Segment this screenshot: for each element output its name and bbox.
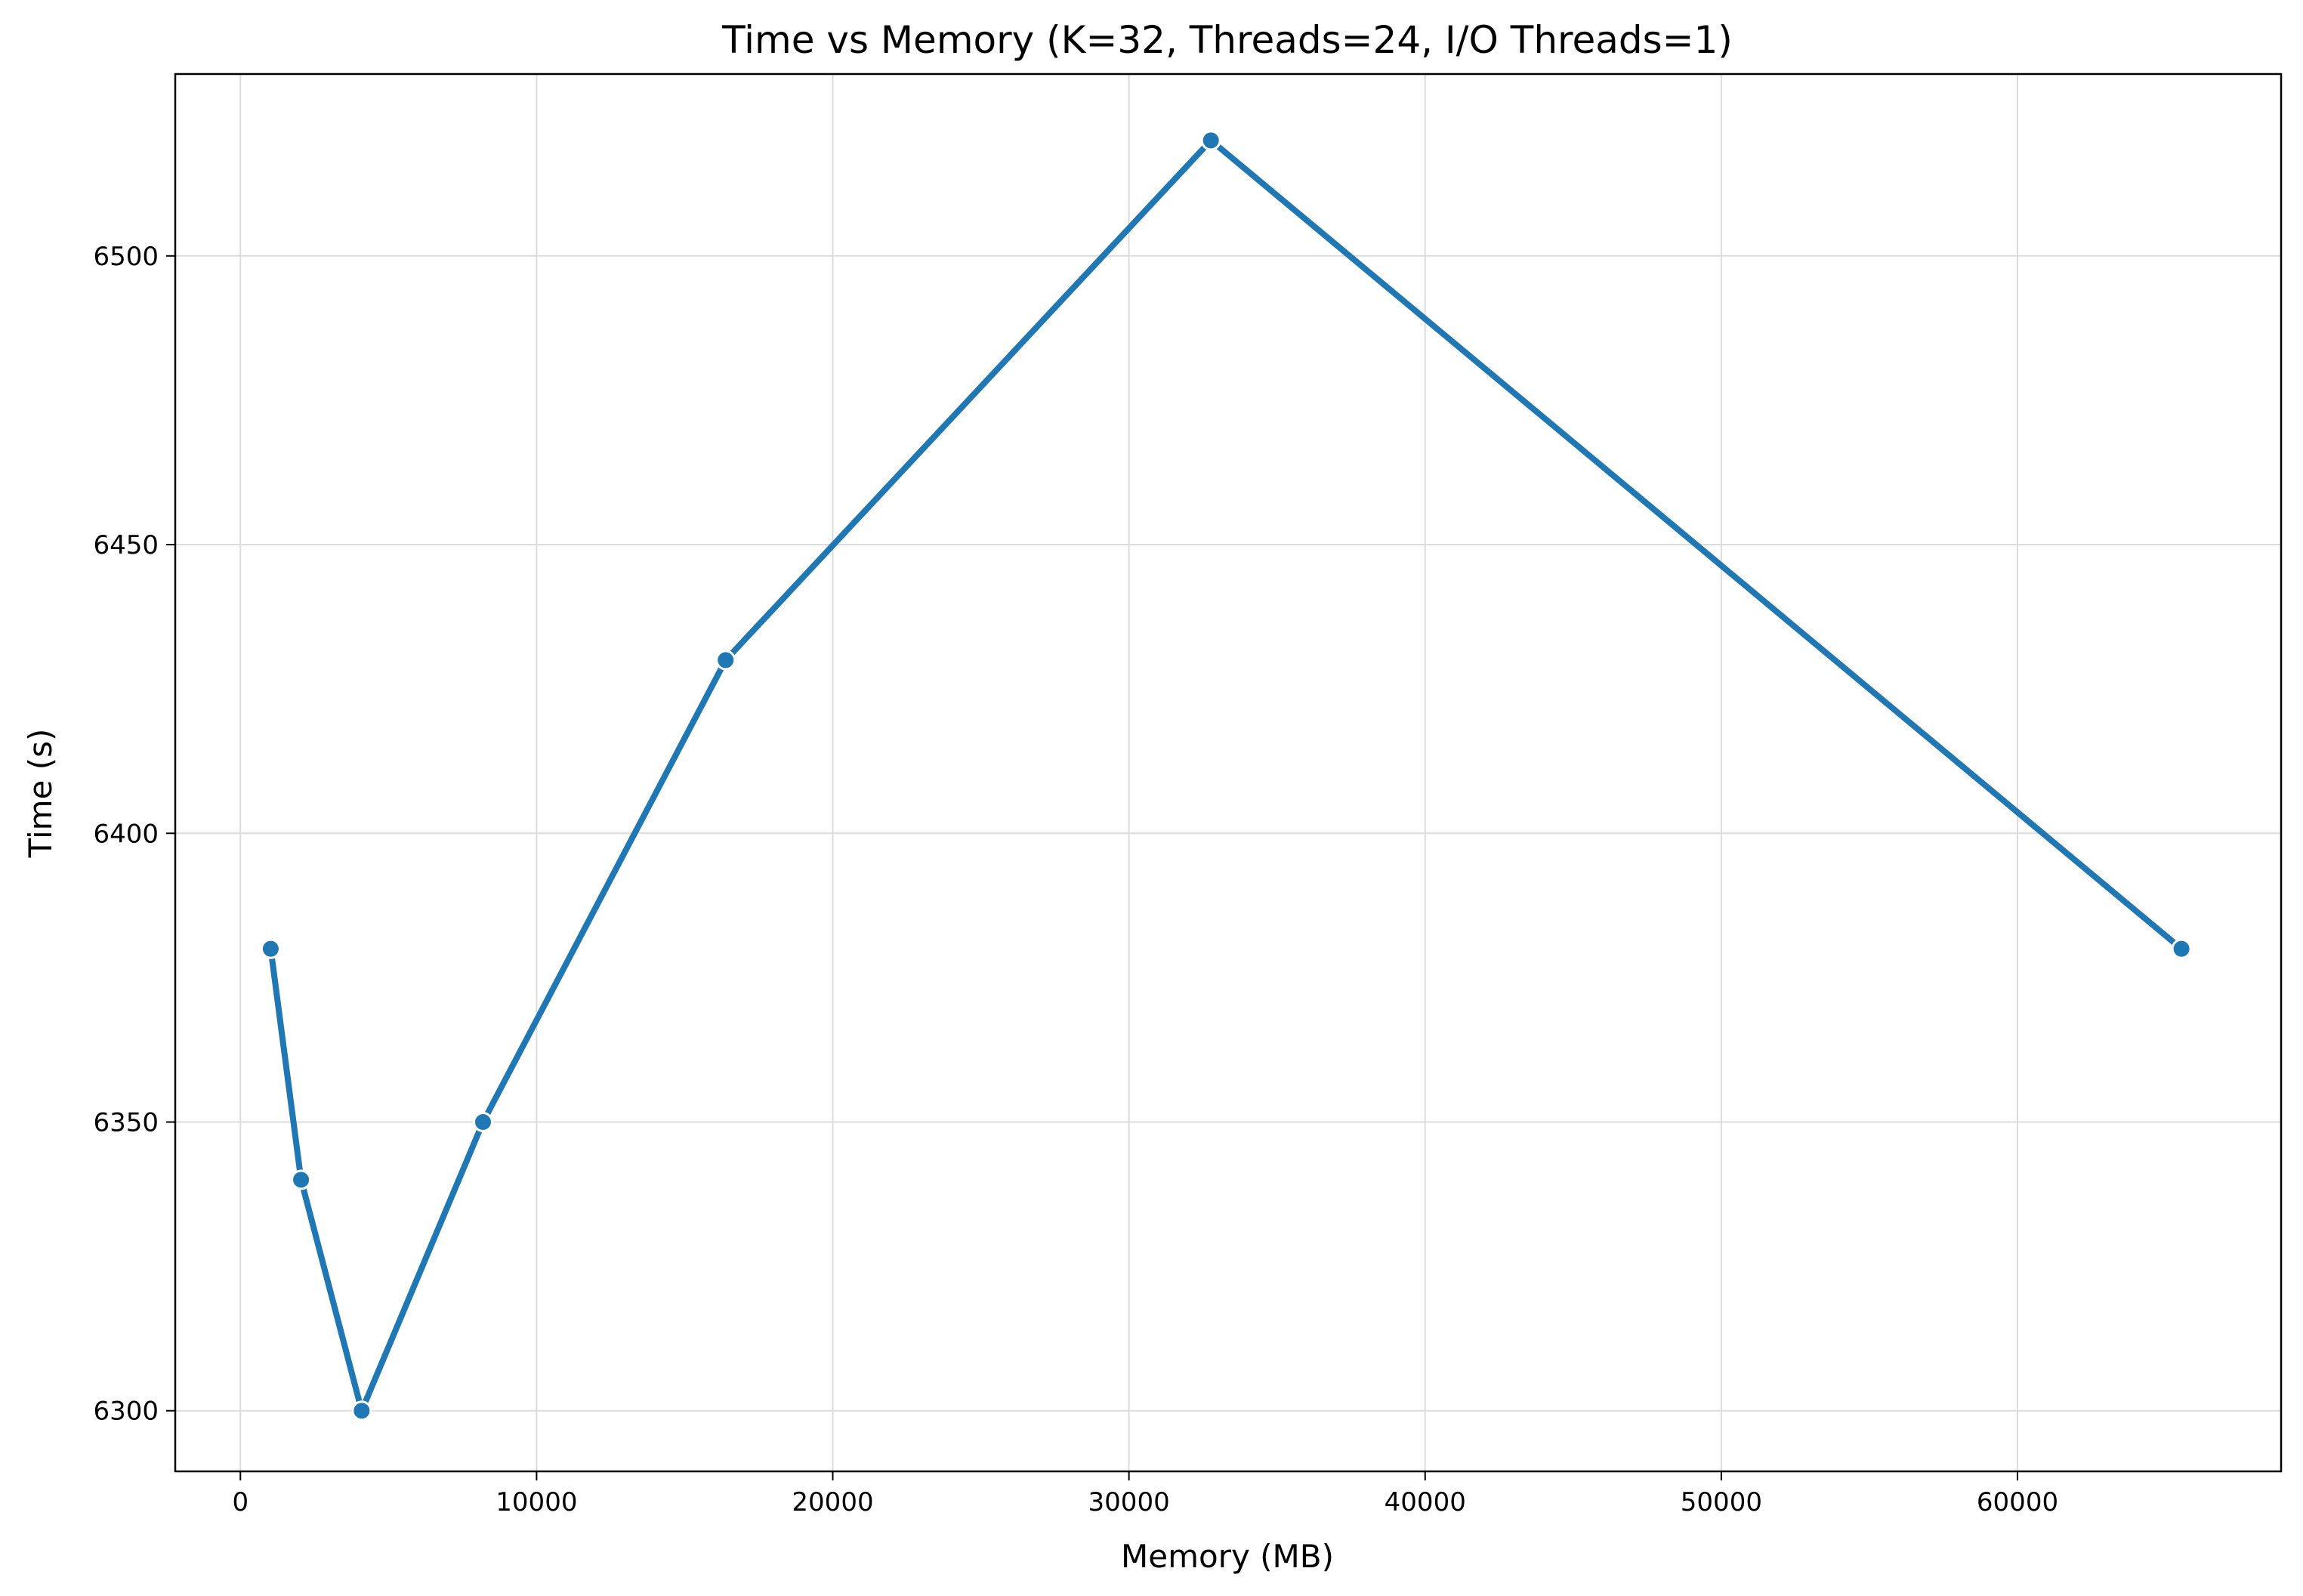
y-tick-label: 6450 [93, 530, 159, 560]
chart-title: Time vs Memory (K=32, Threads=24, I/O Th… [721, 18, 1733, 62]
data-point [715, 650, 736, 671]
data-point [1200, 130, 1221, 151]
y-tick-label: 6350 [93, 1108, 159, 1138]
data-point [260, 938, 281, 959]
data-point [2171, 938, 2192, 959]
data-point [351, 1400, 372, 1422]
x-tick-label: 60000 [1977, 1487, 2058, 1517]
x-axis: 0 10000 20000 30000 40000 50000 60000 [232, 1471, 2058, 1517]
series-line [267, 137, 2185, 1414]
y-tick-label: 6300 [93, 1397, 159, 1427]
plot-frame [174, 73, 2283, 1473]
grid-lines [175, 74, 2281, 1471]
y-tick-label: 6500 [93, 242, 159, 272]
x-tick-label: 0 [232, 1487, 249, 1517]
data-point [472, 1112, 493, 1132]
data-point [291, 1169, 312, 1190]
data-points-group [260, 130, 2192, 1422]
x-axis-label: Memory (MB) [1121, 1538, 1334, 1575]
series-line-group [267, 137, 2185, 1414]
x-tick-label: 20000 [792, 1487, 873, 1517]
x-tick-label: 10000 [495, 1487, 577, 1517]
x-tick-label: 50000 [1681, 1487, 1762, 1517]
y-axis: 6300 6350 6400 6450 6500 [93, 242, 175, 1427]
x-tick-label: 40000 [1385, 1487, 1466, 1517]
y-tick-label: 6400 [93, 819, 159, 849]
y-axis-label: Time (s) [22, 729, 59, 859]
x-tick-label: 30000 [1088, 1487, 1170, 1517]
